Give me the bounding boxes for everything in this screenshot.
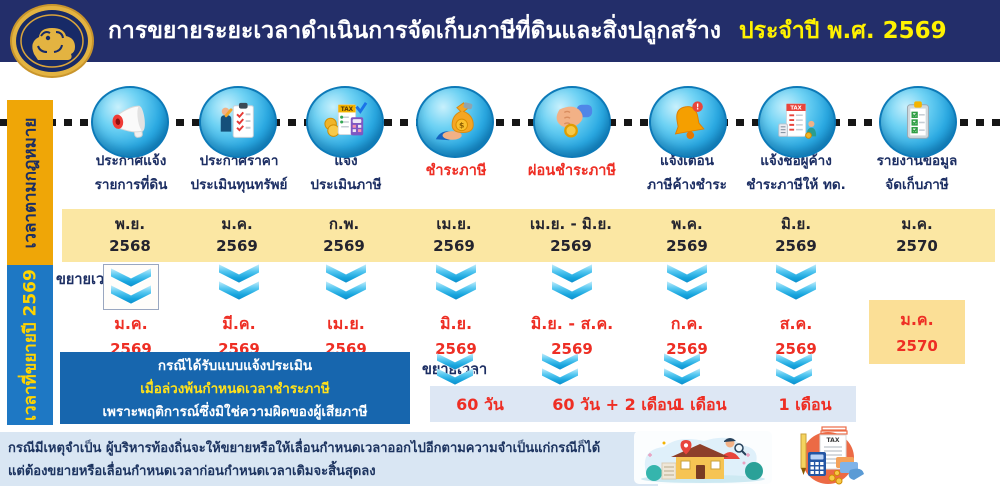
sidebar-legal-label: เวลาตามกฎหมาย — [20, 117, 41, 248]
tax-assessment-icon: TAX — [324, 102, 368, 137]
timeline-step-circle — [91, 86, 169, 158]
extended-month-cell: มิ.ย. 2569 — [400, 264, 512, 364]
step-label: ประกาศแจ้ง รายการที่ดิน — [94, 153, 168, 193]
sidebar-extended-time: เวลาที่ขยายปี 2569 — [7, 265, 53, 425]
legal-month-cell: มิ.ย. 2569 — [775, 215, 817, 255]
installment-coin-hand-icon — [556, 104, 593, 138]
dla-seal-logo — [10, 4, 94, 78]
legal-months-band: พ.ย. 2568 ม.ค. 2569 ก.พ. 2569 เม.ย. 2569 เม.… — [62, 209, 995, 262]
legal-month-cell: เม.ย. - มิ.ย. 2569 — [530, 215, 612, 255]
reminder-bell-icon: ! — [674, 101, 705, 140]
double-chevron-down-icon — [219, 264, 259, 300]
legal-month-cell: ก.พ. 2569 — [323, 215, 365, 255]
timeline-step-circle — [533, 86, 611, 158]
appraisal-checklist-icon — [220, 102, 254, 138]
condition-box: กรณีได้รับแบบแจ้งประเมิน เมื่อล่วงพ้นกำห… — [60, 352, 410, 424]
svg-text:$: $ — [459, 121, 464, 130]
timeline-step-circle: TAX — [758, 86, 836, 158]
title-main: การขยายระยะเวลาดำเนินการจัดเก็บภาษีที่ดิ… — [108, 18, 722, 44]
legal-month-cell: เม.ย. 2569 — [433, 215, 475, 255]
page-title: การขยายระยะเวลาดำเนินการจัดเก็บภาษีที่ดิ… — [108, 0, 947, 62]
svg-text:TAX: TAX — [341, 107, 354, 113]
legal-month-cell: ม.ค. 2569 — [216, 215, 258, 255]
timeline-dotted-line — [0, 119, 1000, 126]
extended-month-cell: มี.ค. 2569 — [183, 264, 295, 364]
legal-month-cell: ม.ค. 2570 — [896, 215, 938, 255]
duration-value: 1 เดือน — [673, 395, 727, 414]
step-label: รายงานข้อมูล จัดเก็บภาษี — [876, 153, 958, 193]
extended-month-cell: ส.ค. 2569 — [740, 264, 852, 364]
timeline-step-circle: ! — [649, 86, 727, 158]
svg-text:TAX: TAX — [790, 106, 801, 112]
double-chevron-down-icon — [776, 264, 816, 300]
duration-value: 60 วัน — [456, 395, 504, 414]
step-label: ประกาศราคา ประเมินทุนทรัพย์ — [190, 153, 288, 193]
timeline-step-circle: TAX — [306, 86, 384, 158]
double-chevron-down-icon — [436, 264, 476, 300]
pay-tax-money-bag-icon: $ — [435, 102, 474, 141]
timeline-step-circle — [879, 86, 957, 158]
duration-value: 1 เดือน — [778, 395, 832, 414]
double-chevron-down-icon — [667, 264, 707, 300]
step-label: แจ้งชื่อผู้ค้าง ชำระภาษีให้ ทด. — [746, 153, 846, 193]
duration-band: 60 วัน 60 วัน + 2 เดือน 1 เดือน 1 เดือน — [430, 386, 856, 422]
legal-month-cell: พ.ย. 2568 — [109, 215, 151, 255]
svg-text:!: ! — [696, 103, 700, 112]
step-label: แจ้งเตือน ภาษีค้างชำระ — [647, 153, 727, 193]
timeline-step-circle: $ — [416, 86, 494, 158]
megaphone-icon — [112, 105, 145, 138]
double-chevron-down-icon — [664, 353, 700, 385]
timeline-step-circle — [199, 86, 277, 158]
selection-box[interactable] — [103, 264, 159, 310]
extended-month-cell-highlight: ม.ค. 2570 — [869, 300, 965, 364]
delinquent-list-icon: TAX — [778, 103, 817, 139]
step-label: ชำระภาษี — [425, 163, 487, 179]
sidebar-extended-label: เวลาที่ขยายปี 2569 — [20, 269, 41, 421]
footer-note: กรณีมีเหตุจำเป็น ผู้บริหารท้องถิ่นจะให้ข… — [0, 432, 658, 486]
extended-month-cell: เม.ย. 2569 — [290, 264, 402, 364]
double-chevron-down-icon — [542, 353, 578, 385]
double-chevron-down-icon — [111, 268, 151, 304]
double-chevron-down-icon — [776, 353, 812, 385]
extended-month-cell: ก.ค. 2569 — [631, 264, 743, 364]
double-chevron-down-icon — [552, 264, 592, 300]
double-chevron-down-icon — [326, 264, 366, 300]
extended-month-cell: ม.ค. 2569 — [75, 264, 187, 364]
title-year: ประจำปี พ.ศ. 2569 — [739, 18, 947, 44]
extended-month-cell: มิ.ย. - ส.ค. 2569 — [510, 264, 634, 364]
duration-value: 60 วัน + 2 เดือน — [552, 395, 678, 414]
house-inspection-illustration — [634, 431, 772, 484]
header-bar: การขยายระยะเวลาดำเนินการจัดเก็บภาษีที่ดิ… — [0, 0, 1000, 62]
sidebar-legal-time: เวลาตามกฎหมาย — [7, 100, 53, 265]
report-clipboard-icon — [906, 101, 930, 139]
svg-text:TAX: TAX — [827, 437, 840, 444]
step-label: ผ่อนชำระภาษี — [528, 163, 616, 179]
tax-documents-illustration: TAX — [800, 426, 864, 485]
legal-month-cell: พ.ค. 2569 — [666, 215, 708, 255]
double-chevron-down-icon — [437, 353, 473, 385]
